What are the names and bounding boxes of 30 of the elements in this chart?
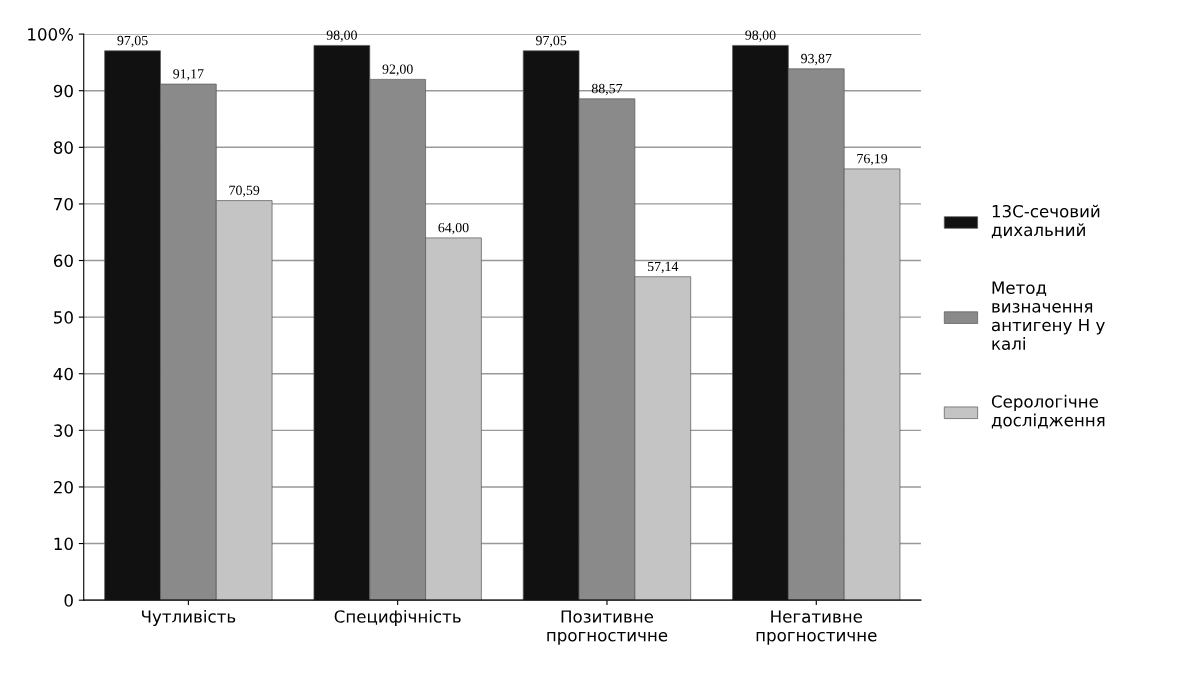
data-label: 93,87 [801,53,832,66]
legend-label: 13С-сечовий дихальний [991,204,1100,239]
y-tick-label: 50 [54,311,73,324]
y-tick-label: 20 [54,480,73,494]
legend-label: Серологічне дослідження [991,394,1105,429]
y-tick-label: 90 [53,84,73,98]
data-label: 88,57 [591,83,623,96]
data-label: 64,00 [438,222,469,235]
data-label: 97,05 [535,35,567,48]
x-tick-label: Позитивне прогностичне [547,610,668,645]
x-tick-label: Негативне прогностичне [756,610,877,645]
data-label: 98,00 [745,30,776,42]
y-tick-label: 30 [54,424,73,437]
data-label: 70,59 [229,185,260,197]
y-tick-label: 70 [54,197,73,211]
y-tick-label: 0 [64,594,73,607]
x-tick-label: Чутливість [141,609,236,627]
data-label: 92,00 [382,64,413,76]
y-tick-label: 100% [28,28,74,41]
data-label: 57,14 [647,261,679,274]
y-tick-label: 40 [53,367,73,381]
y-tick-label: 80 [53,141,73,154]
legend-label: Метод визначення антигену Н у калі [991,281,1105,350]
data-label: 91,17 [173,69,204,81]
data-label: 76,19 [857,153,888,166]
data-label: 98,00 [326,30,357,42]
data-label: 97,05 [117,35,148,48]
y-tick-label: 60 [53,254,73,268]
x-tick-label: Специфічність [334,609,461,627]
y-tick-label: 10 [54,537,73,551]
